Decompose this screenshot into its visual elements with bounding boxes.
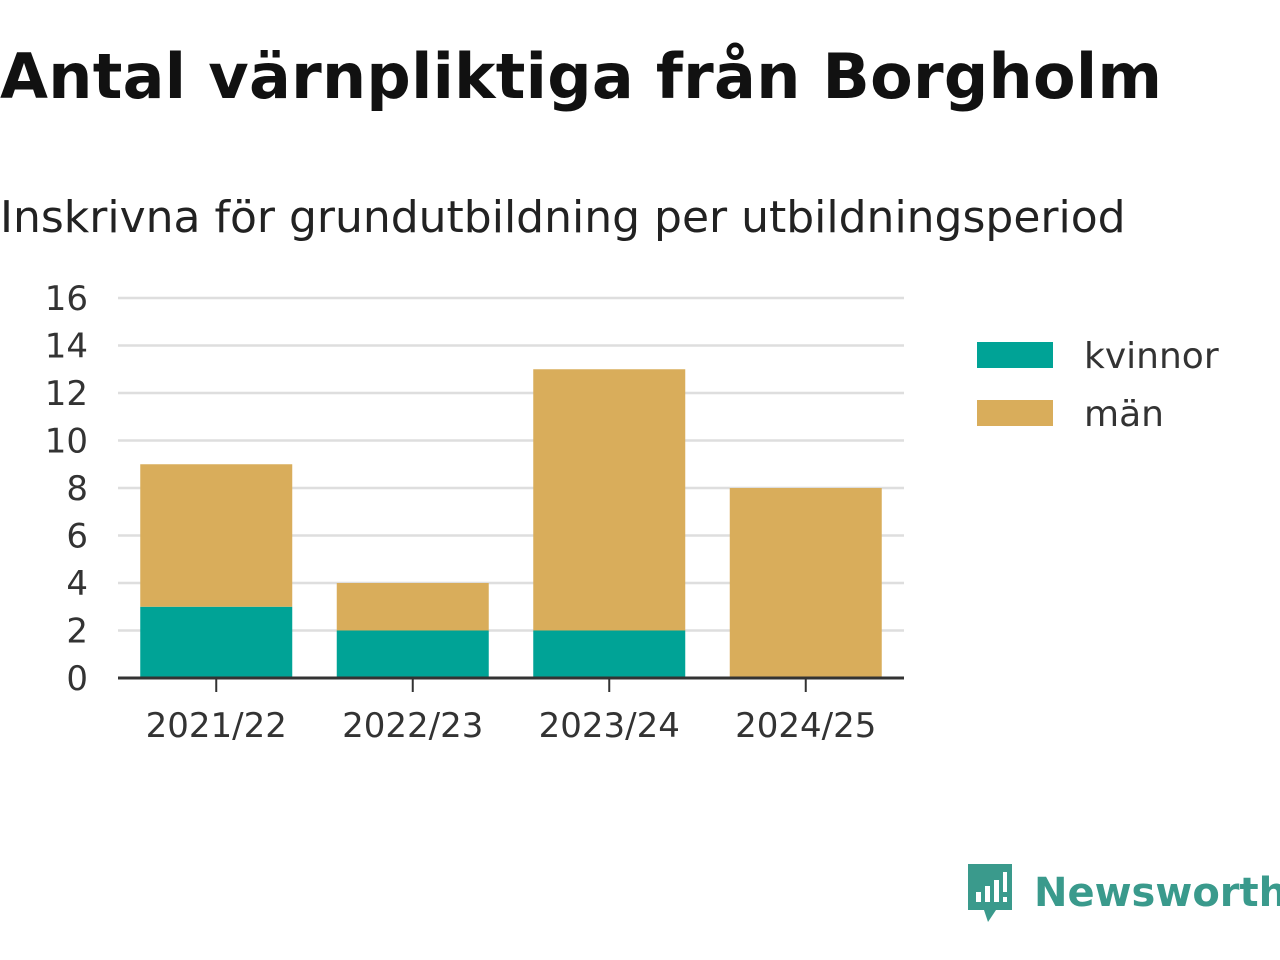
y-tick-label: 12 — [45, 374, 88, 414]
bar-segment-kvinnor — [533, 630, 686, 678]
y-tick-label: 6 — [66, 517, 88, 557]
legend-label-män: män — [1084, 394, 1164, 435]
x-tick-label: 2022/23 — [342, 706, 483, 746]
bar-segment-kvinnor — [336, 630, 489, 678]
chart-subtitle: Inskrivna för grundutbildning per utbild… — [0, 192, 1126, 243]
axes: 0 2 4 6 8 10 12 14 16 2021/22 2022/23 2023/24 2024/2… — [45, 279, 904, 746]
bar-segment-kvinnor — [140, 606, 293, 678]
x-tick-label: 2023/24 — [539, 706, 680, 746]
y-tick-label: 2 — [66, 612, 88, 652]
bar-segment-män — [140, 464, 293, 607]
brand-logo: Newsworthy — [964, 862, 1280, 924]
bars — [140, 369, 882, 678]
chart-title: Antal värnpliktiga från Borgholm — [0, 40, 1163, 113]
y-tick-label: 14 — [45, 327, 88, 367]
newsworthy-logo-icon — [968, 864, 1012, 922]
legend: kvinnor män — [977, 336, 1219, 435]
legend-label-kvinnor: kvinnor — [1084, 336, 1219, 377]
legend-swatch-kvinnor — [977, 342, 1053, 368]
brand-name: Newsworthy — [1034, 870, 1280, 916]
bar-segment-män — [729, 488, 882, 678]
x-tick-label: 2021/22 — [146, 706, 287, 746]
y-tick-label: 8 — [66, 469, 88, 509]
legend-swatch-män — [977, 400, 1053, 426]
y-tick-label: 16 — [45, 279, 88, 319]
bar-segment-män — [533, 369, 686, 631]
y-tick-label: 10 — [45, 422, 88, 462]
x-tick-label: 2024/25 — [735, 706, 876, 746]
bar-segment-män — [336, 583, 489, 631]
y-tick-label: 4 — [66, 564, 88, 604]
y-tick-label: 0 — [66, 659, 88, 699]
